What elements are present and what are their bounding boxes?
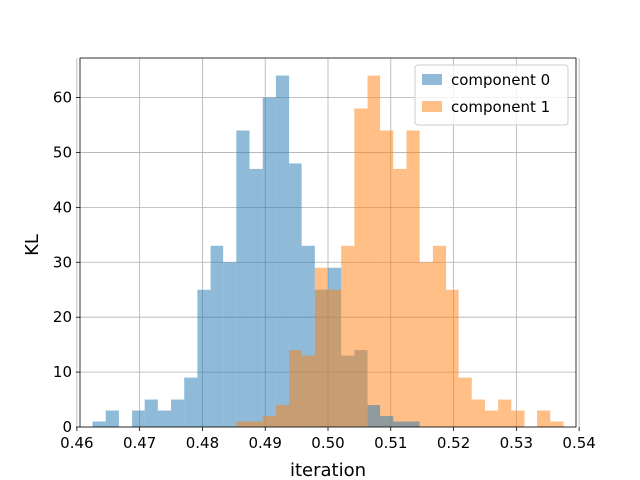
bar-series-0 bbox=[105, 410, 119, 427]
bar-series-1 bbox=[328, 289, 342, 427]
y-tick-label: 10 bbox=[53, 363, 72, 381]
bar-series-1 bbox=[275, 405, 290, 427]
bar-series-0 bbox=[184, 377, 198, 427]
bar-series-1 bbox=[393, 168, 407, 427]
bar-series-2 bbox=[380, 416, 394, 427]
bar-series-0 bbox=[171, 399, 185, 427]
bar-series-1 bbox=[471, 399, 485, 427]
bar-series-0 bbox=[236, 130, 250, 427]
bar-series-0 bbox=[132, 410, 145, 427]
bar-series-1 bbox=[289, 350, 302, 427]
bar-series-0 bbox=[223, 262, 237, 427]
bar-series-1 bbox=[354, 108, 368, 428]
bar-series-1 bbox=[262, 416, 276, 427]
bar-series-1 bbox=[550, 421, 564, 427]
bar-series-1 bbox=[406, 130, 420, 427]
y-tick-label: 60 bbox=[53, 89, 72, 107]
legend-label: component 0 bbox=[451, 71, 550, 89]
bar-series-1 bbox=[484, 410, 499, 427]
bar-series-2 bbox=[406, 421, 420, 427]
bar-series-1 bbox=[511, 410, 525, 427]
bar-series-1 bbox=[537, 410, 551, 427]
x-tick-label: 0.50 bbox=[311, 434, 344, 452]
bar-series-0 bbox=[157, 410, 172, 427]
x-tick-label: 0.52 bbox=[437, 434, 470, 452]
bar-series-0 bbox=[197, 289, 211, 427]
y-tick-label: 50 bbox=[53, 143, 72, 161]
legend-swatch bbox=[422, 74, 442, 85]
legend-swatch bbox=[422, 101, 442, 112]
x-tick-label: 0.54 bbox=[562, 434, 595, 452]
bar-series-1 bbox=[380, 130, 394, 427]
bar-series-0 bbox=[262, 97, 276, 428]
bar-series-1 bbox=[419, 262, 433, 427]
bar-series-2 bbox=[367, 405, 381, 427]
bar-series-1 bbox=[458, 377, 472, 427]
bar-series-2 bbox=[393, 421, 407, 427]
y-axis-label: KL bbox=[22, 234, 43, 256]
x-tick-label: 0.53 bbox=[500, 434, 533, 452]
legend-label: component 1 bbox=[451, 98, 550, 116]
bar-series-1 bbox=[367, 75, 381, 428]
y-tick-label: 20 bbox=[53, 308, 72, 326]
bar-series-1 bbox=[432, 245, 447, 427]
bar-series-0 bbox=[210, 245, 224, 427]
x-axis-label: iteration bbox=[290, 460, 366, 480]
bar-series-0 bbox=[144, 399, 158, 427]
bar-series-1 bbox=[236, 421, 250, 427]
bar-series-0 bbox=[249, 168, 263, 427]
bar-series-0 bbox=[275, 75, 290, 428]
bar-series-1 bbox=[446, 289, 459, 427]
x-tick-label: 0.49 bbox=[249, 434, 282, 452]
histogram-bars bbox=[92, 75, 564, 428]
bar-series-1 bbox=[301, 355, 315, 427]
x-tick-label: 0.47 bbox=[123, 434, 156, 452]
legend: component 0 component 1 bbox=[414, 64, 569, 126]
legend-box bbox=[414, 64, 569, 126]
x-axis-ticks: 0.46 0.47 0.48 0.49 0.50 0.51 0.52 0.53 0.54 bbox=[60, 427, 596, 452]
bar-series-0 bbox=[92, 421, 106, 427]
x-tick-label: 0.51 bbox=[374, 434, 407, 452]
bar-series-1 bbox=[249, 421, 263, 427]
x-tick-label: 0.48 bbox=[186, 434, 219, 452]
y-axis-ticks: 0 10 20 30 40 50 60 bbox=[53, 89, 80, 436]
y-tick-label: 30 bbox=[53, 253, 72, 271]
x-tick-label: 0.46 bbox=[60, 434, 93, 452]
y-tick-label: 40 bbox=[53, 198, 72, 216]
bar-series-1 bbox=[314, 267, 328, 427]
y-tick-label: 0 bbox=[62, 418, 72, 436]
bar-series-1 bbox=[498, 399, 512, 427]
bar-series-1 bbox=[341, 245, 355, 427]
